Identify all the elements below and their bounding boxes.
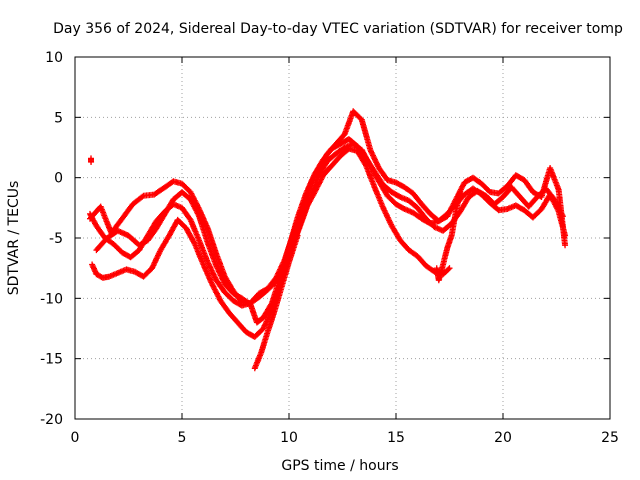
series-track-6 [433, 189, 464, 284]
y-axis-label: SDTVAR / TECUs [6, 181, 22, 296]
data-point [294, 232, 301, 239]
data-point [88, 158, 95, 165]
data-point [202, 267, 209, 274]
x-tick-label: 5 [178, 430, 187, 446]
x-tick-label: 0 [71, 430, 80, 446]
data-point [446, 265, 453, 272]
x-tick-label: 10 [280, 430, 298, 446]
data-point [155, 251, 162, 258]
data-point [457, 189, 464, 196]
data-point [139, 193, 146, 200]
x-tick-label: 20 [494, 430, 512, 446]
data-point [445, 266, 452, 273]
ticks-layer: 0 5 10 15 20 25 -20 -15 -10 -5 0 5 10 [40, 50, 619, 446]
y-tick-label: 0 [54, 171, 63, 187]
y-tick-label: -5 [49, 231, 63, 247]
y-tick-label: 10 [45, 50, 63, 66]
y-tick-label: -15 [40, 352, 63, 368]
data-point [562, 242, 569, 249]
x-axis-label: GPS time / hours [281, 458, 398, 474]
x-tick-label: 15 [387, 430, 405, 446]
series-outlier [88, 155, 95, 165]
series-track-4 [87, 108, 569, 307]
y-tick-label: 5 [54, 110, 63, 126]
series-track-5 [251, 232, 301, 372]
data-point [268, 301, 275, 308]
marks-layer [87, 108, 569, 372]
y-tick-label: -20 [40, 412, 63, 428]
y-tick-label: -10 [40, 291, 63, 307]
x-tick-label: 25 [601, 430, 619, 446]
chart-title: Day 356 of 2024, Sidereal Day-to-day VTE… [53, 21, 623, 37]
